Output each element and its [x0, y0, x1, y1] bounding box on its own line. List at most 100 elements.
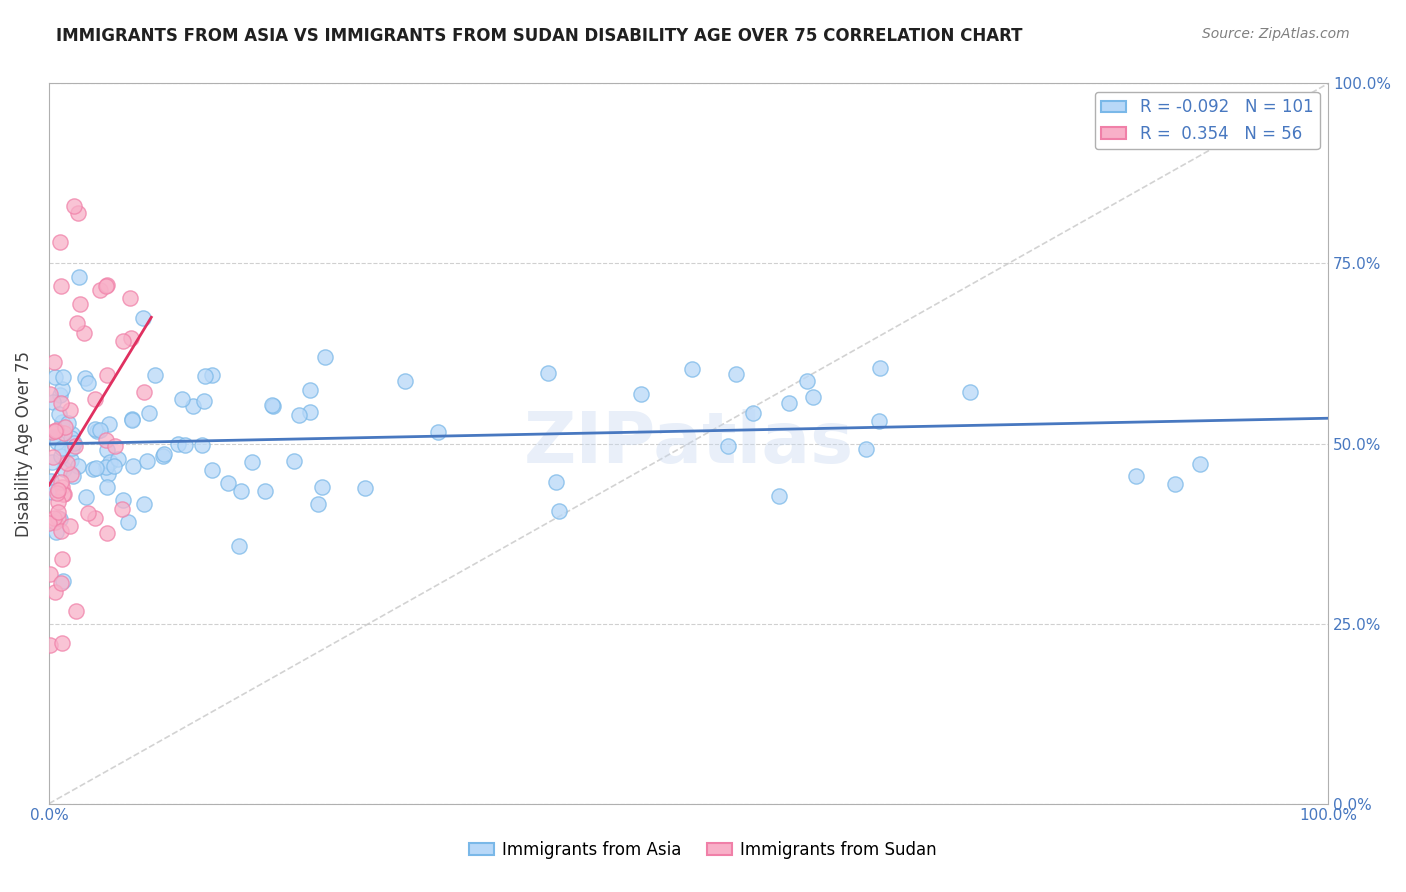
- Point: [44, 424, 66, 438]
- Point: [56, 416, 79, 430]
- Point: [96, 368, 118, 382]
- Point: [46, 511, 69, 525]
- Point: [253, 484, 276, 499]
- Point: [107, 452, 129, 467]
- Point: [44, 585, 66, 599]
- Point: [52, 487, 75, 501]
- Point: [117, 515, 139, 529]
- Point: [394, 374, 416, 388]
- Point: [548, 504, 571, 518]
- Point: [77, 506, 100, 520]
- Point: [59, 431, 82, 445]
- Point: [778, 396, 800, 410]
- Point: [311, 480, 333, 494]
- Y-axis label: Disability Age Over 75: Disability Age Over 75: [15, 351, 32, 536]
- Point: [42, 511, 65, 525]
- Point: [537, 366, 560, 380]
- Point: [75, 371, 97, 385]
- Point: [39, 567, 62, 582]
- Point: [231, 483, 253, 498]
- Point: [51, 382, 73, 396]
- Point: [121, 412, 143, 426]
- Point: [98, 455, 121, 469]
- Point: [53, 419, 76, 434]
- Point: [49, 388, 72, 402]
- Point: [49, 278, 72, 293]
- Point: [96, 442, 118, 457]
- Point: [82, 461, 104, 475]
- Point: [724, 367, 747, 381]
- Point: [768, 489, 790, 503]
- Point: [122, 459, 145, 474]
- Legend: R = -0.092   N = 101, R =  0.354   N = 56: R = -0.092 N = 101, R = 0.354 N = 56: [1094, 92, 1320, 150]
- Point: [49, 512, 72, 526]
- Point: [45, 524, 67, 539]
- Point: [62, 199, 84, 213]
- Point: [288, 408, 311, 422]
- Point: [299, 404, 322, 418]
- Point: [46, 483, 69, 498]
- Point: [96, 480, 118, 494]
- Point: [801, 390, 824, 404]
- Point: [73, 326, 96, 340]
- Point: [314, 350, 336, 364]
- Point: [869, 361, 891, 376]
- Point: [262, 399, 284, 413]
- Point: [544, 475, 567, 489]
- Point: [53, 487, 76, 501]
- Point: [52, 574, 75, 589]
- Point: [194, 369, 217, 384]
- Point: [41, 455, 63, 469]
- Point: [51, 552, 73, 566]
- Point: [45, 423, 67, 437]
- Point: [217, 476, 239, 491]
- Point: [75, 490, 97, 504]
- Point: [193, 393, 215, 408]
- Point: [41, 425, 63, 439]
- Point: [134, 384, 156, 399]
- Point: [49, 449, 72, 463]
- Point: [39, 638, 62, 652]
- Point: [42, 430, 65, 444]
- Point: [152, 447, 174, 461]
- Point: [134, 497, 156, 511]
- Point: [44, 369, 66, 384]
- Point: [283, 454, 305, 468]
- Point: [42, 395, 65, 409]
- Point: [46, 495, 69, 509]
- Point: [354, 481, 377, 495]
- Point: [172, 392, 194, 406]
- Point: [38, 516, 60, 530]
- Point: [1189, 457, 1212, 471]
- Point: [60, 453, 83, 467]
- Point: [143, 368, 166, 382]
- Point: [630, 387, 652, 401]
- Point: [84, 392, 107, 406]
- Point: [299, 383, 322, 397]
- Point: [96, 278, 118, 293]
- Point: [65, 605, 87, 619]
- Point: [51, 524, 73, 538]
- Point: [112, 334, 135, 349]
- Point: [1163, 476, 1185, 491]
- Point: [51, 480, 73, 494]
- Point: [42, 354, 65, 368]
- Point: [44, 515, 66, 529]
- Point: [716, 438, 738, 452]
- Point: [55, 456, 77, 470]
- Point: [67, 458, 90, 473]
- Point: [869, 414, 891, 428]
- Point: [67, 270, 90, 285]
- Point: [69, 297, 91, 311]
- Point: [66, 206, 89, 220]
- Point: [59, 467, 82, 481]
- Point: [104, 439, 127, 453]
- Point: [1125, 468, 1147, 483]
- Point: [201, 368, 224, 382]
- Point: [97, 467, 120, 481]
- Point: [48, 407, 70, 421]
- Point: [49, 576, 72, 591]
- Point: [681, 362, 703, 376]
- Point: [63, 436, 86, 450]
- Text: Source: ZipAtlas.com: Source: ZipAtlas.com: [1202, 27, 1350, 41]
